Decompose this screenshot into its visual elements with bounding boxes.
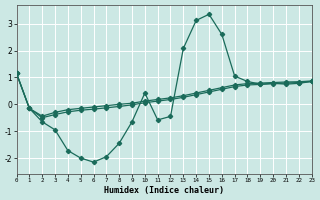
X-axis label: Humidex (Indice chaleur): Humidex (Indice chaleur) (104, 186, 224, 195)
